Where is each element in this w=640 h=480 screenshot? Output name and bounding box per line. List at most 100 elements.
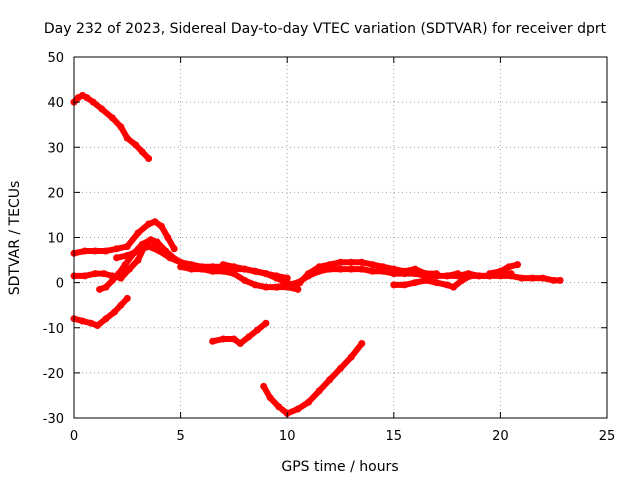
- data-point: [123, 243, 131, 250]
- data-point: [102, 247, 110, 255]
- data-point: [113, 254, 121, 262]
- data-point: [236, 340, 244, 347]
- data-point: [134, 256, 142, 264]
- y-tick-label: 20: [47, 186, 64, 201]
- series-arc-11: [273, 265, 462, 291]
- x-tick-label: 20: [492, 429, 509, 444]
- data-point: [209, 337, 217, 345]
- series-line: [220, 259, 440, 291]
- y-tick-label: 30: [47, 141, 64, 156]
- data-point: [262, 283, 270, 291]
- data-point: [411, 270, 419, 278]
- series-arc-4: [70, 294, 131, 329]
- data-point: [422, 276, 430, 284]
- data-point: [230, 270, 238, 278]
- data-point: [358, 265, 366, 273]
- data-point: [486, 270, 494, 278]
- data-point: [138, 148, 146, 156]
- data-point: [454, 272, 462, 280]
- data-point: [347, 353, 355, 361]
- data-point: [432, 272, 440, 280]
- y-tick-label: -30: [43, 412, 64, 427]
- data-point: [166, 254, 174, 262]
- data-point: [347, 265, 355, 273]
- data-point: [91, 247, 99, 255]
- grid: [74, 57, 607, 418]
- series-arc-13: [443, 270, 564, 284]
- data-point: [187, 265, 195, 273]
- x-tick-label: 25: [599, 429, 616, 444]
- data-point: [550, 276, 558, 284]
- data-point: [305, 398, 312, 406]
- chart-title: Day 232 of 2023, Sidereal Day-to-day VTE…: [44, 21, 607, 37]
- data-point: [443, 272, 451, 280]
- data-point: [123, 294, 131, 302]
- data-point: [241, 265, 249, 273]
- data-point: [326, 376, 334, 384]
- data-point: [145, 220, 153, 228]
- data-point: [145, 243, 153, 250]
- data-point: [464, 270, 472, 278]
- data-point: [337, 258, 344, 266]
- data-point: [518, 274, 526, 282]
- data-point: [539, 274, 547, 282]
- data-point: [108, 114, 116, 122]
- data-point: [164, 234, 172, 241]
- data-point: [369, 261, 376, 269]
- data-point: [305, 272, 312, 280]
- data-point: [219, 261, 227, 269]
- data-point: [115, 270, 123, 278]
- data-point: [241, 276, 249, 284]
- data-point: [145, 155, 153, 162]
- data-point: [219, 267, 227, 275]
- data-point: [390, 270, 398, 278]
- data-point: [170, 245, 178, 253]
- data-point: [556, 276, 564, 284]
- data-point: [475, 272, 483, 280]
- data-point: [358, 340, 366, 347]
- data-point: [458, 276, 466, 284]
- data-point: [111, 308, 118, 316]
- data-point: [315, 267, 323, 275]
- data-point: [155, 247, 163, 255]
- data-point: [102, 283, 110, 291]
- series-arc-2: [70, 218, 178, 257]
- data-point: [379, 267, 387, 275]
- data-point: [81, 272, 89, 280]
- data-point: [198, 265, 206, 273]
- data-point: [358, 258, 366, 266]
- data-point: [147, 236, 155, 244]
- data-point: [245, 333, 253, 341]
- data-point: [347, 258, 355, 266]
- data-point: [134, 247, 142, 255]
- y-tick-label: 50: [47, 51, 64, 66]
- data-point: [528, 274, 536, 282]
- data-point: [315, 387, 323, 395]
- series-arc-10: [260, 340, 366, 417]
- data-point: [157, 222, 165, 230]
- data-point: [505, 263, 513, 271]
- data-point: [91, 270, 99, 278]
- data-point: [390, 281, 398, 289]
- data-point: [94, 322, 101, 329]
- data-point: [401, 270, 408, 278]
- series-arc-14: [486, 261, 521, 278]
- data-point: [514, 261, 521, 269]
- data-point: [96, 285, 104, 293]
- y-tick-label: -10: [43, 322, 64, 337]
- data-point: [337, 265, 344, 273]
- data-point: [262, 319, 270, 327]
- data-point: [123, 134, 131, 142]
- data-point: [283, 281, 291, 289]
- y-tick-label: 0: [56, 277, 64, 292]
- data-point: [411, 279, 419, 287]
- data-point: [89, 98, 97, 106]
- data-point: [326, 265, 334, 273]
- series-arc-9: [209, 319, 270, 347]
- data-point: [253, 326, 261, 334]
- data-point: [273, 283, 280, 291]
- data-point: [98, 105, 106, 113]
- x-tick-label: 10: [279, 429, 296, 444]
- data-point: [496, 267, 504, 275]
- data-point: [230, 263, 238, 271]
